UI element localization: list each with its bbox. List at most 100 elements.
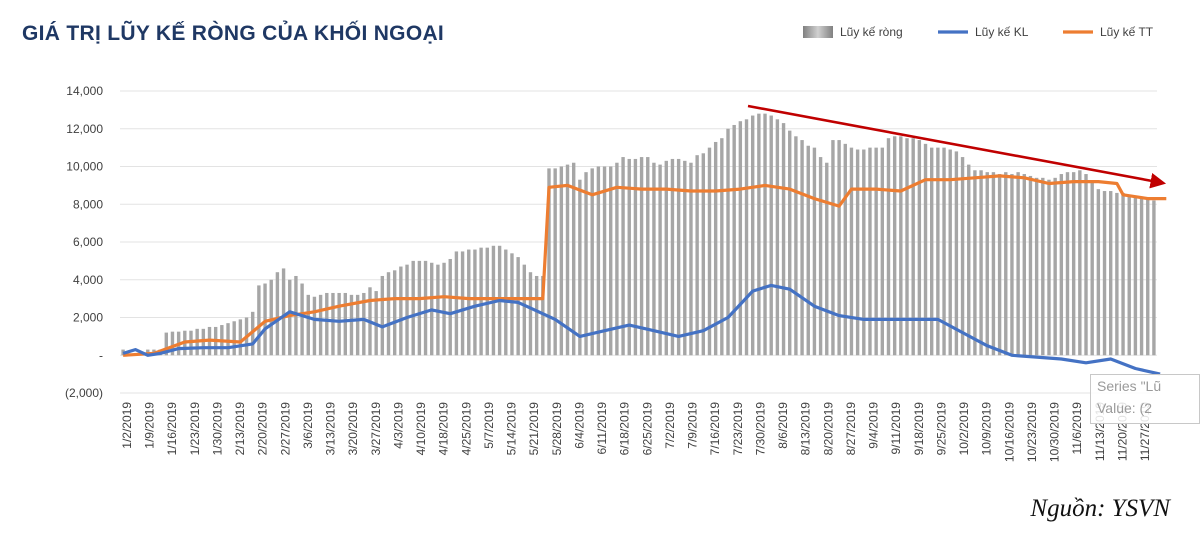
bar [837,140,841,356]
bar-series [121,113,1156,356]
x-tick-label: 8/6/2019 [776,402,790,449]
bar [775,119,780,356]
bar [232,321,236,356]
x-tick-label: 5/28/2019 [550,402,564,456]
bar [485,247,489,356]
legend: Lũy kế ròng Lũy kế KL Lũy kế TT [803,25,1154,39]
bar [818,157,823,356]
bar [1047,179,1051,356]
legend-swatch-bars [803,26,833,38]
bar [325,292,329,356]
bar [948,149,952,356]
x-tick-label: 6/4/2019 [572,402,586,449]
bar [689,162,693,356]
bar [954,151,959,356]
x-tick-label: 3/20/2019 [346,402,360,456]
bar [806,145,810,356]
bar [744,119,749,356]
bar [263,283,267,356]
x-tick-label: 2/20/2019 [256,402,270,456]
x-axis-labels: 1/2/2019 1/9/2019 1/16/2019 1/23/2019 1/30/2… [120,402,1152,462]
bar [849,147,854,356]
legend-label-kl: Lũy kế KL [975,25,1029,39]
x-tick-label: 8/27/2019 [844,402,858,456]
bar [318,294,323,356]
bar [442,262,446,356]
x-tick-label: 5/21/2019 [527,402,541,456]
bar [1127,194,1131,356]
bar [991,172,996,356]
bar [399,266,403,356]
bar [930,147,934,356]
y-tick-label: (2,000) [65,386,103,400]
bar [652,162,656,356]
x-tick-label: 5/14/2019 [505,402,519,456]
bar [942,147,946,356]
y-tick-label: 10,000 [66,160,103,174]
bar [1109,191,1113,356]
bar [639,157,644,356]
bar [892,136,897,356]
bar [738,121,743,356]
bar [757,113,761,356]
bar [886,138,891,356]
bar [584,172,588,356]
y-tick-label: 12,000 [66,122,103,136]
bar [238,319,243,356]
bar [1146,198,1150,356]
bar [1152,200,1156,356]
bar [362,292,366,356]
bar [781,123,786,356]
bar [257,285,261,356]
bar [1053,177,1057,356]
line-kl [122,283,1161,376]
bar [1115,192,1119,356]
series-tooltip: Series "Lũ Value: (2 [1090,374,1200,424]
bar [997,174,1002,356]
bar [312,296,317,356]
bar [726,128,730,356]
x-tick-label: 8/13/2019 [799,402,813,456]
bar [979,170,983,356]
bar [170,331,175,356]
bar [541,275,545,356]
bar [658,164,662,356]
bar [473,249,477,356]
x-tick-label: 4/3/2019 [391,402,405,449]
x-tick-label: 7/16/2019 [708,402,722,456]
x-tick-label: 7/2/2019 [663,402,677,449]
x-tick-label: 7/30/2019 [753,402,767,456]
bar [750,115,755,356]
x-tick-label: 9/18/2019 [912,402,926,456]
bar [547,168,551,356]
bar [664,160,668,356]
bar [522,264,527,356]
bar [516,257,520,356]
bar [1004,172,1008,356]
bar [1010,174,1014,356]
bar [670,158,675,356]
bar [720,138,724,356]
bar [825,162,829,356]
bar [411,260,415,356]
tooltip-line-1: Series "Lũ [1097,378,1162,394]
bar [788,130,792,356]
x-tick-label: 11/6/2019 [1070,402,1084,455]
bar [405,264,409,356]
bar [880,147,885,356]
bar [1041,177,1045,356]
bar [923,143,928,356]
bar [609,166,613,356]
y-tick-label: 8,000 [73,197,103,211]
bar [281,268,286,356]
bar [1121,192,1125,356]
x-tick-label: 1/16/2019 [165,402,179,456]
x-tick-label: 9/11/2019 [889,402,903,455]
bar [967,164,971,356]
x-tick-label: 1/9/2019 [143,402,157,449]
bar [707,147,712,356]
bar [1034,177,1039,356]
trend-arrow [747,104,1167,189]
legend-label-tt: Lũy kế TT [1100,25,1154,39]
